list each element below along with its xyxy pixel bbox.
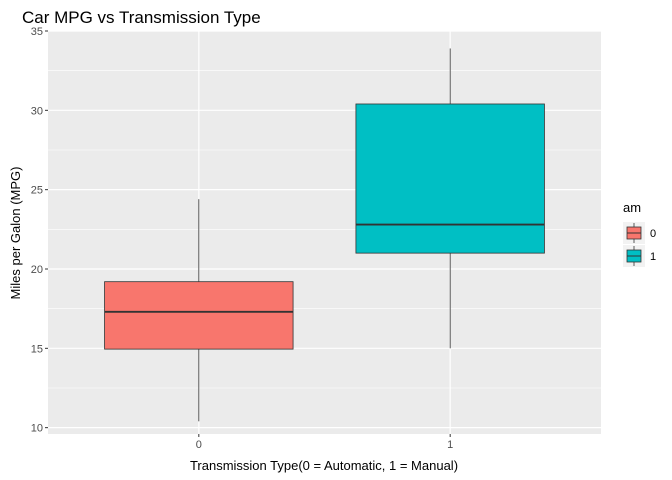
y-axis-title: Miles per Galon (MPG) (8, 167, 23, 300)
x-tick-label: 0 (196, 439, 202, 451)
legend-item-1: 1 (623, 245, 656, 267)
x-axis-title: Transmission Type(0 = Automatic, 1 = Man… (190, 458, 458, 473)
y-tick-label: 15 (31, 343, 43, 355)
y-tick-label: 30 (31, 105, 43, 117)
legend-title: am (623, 200, 641, 215)
box-1 (355, 48, 545, 349)
y-axis: 10 15 20 25 30 35 (31, 26, 48, 435)
box-0 (104, 199, 294, 422)
legend-item-0: 0 (623, 222, 656, 244)
y-tick-label: 25 (31, 185, 43, 197)
box-series (104, 48, 545, 422)
x-tick-label: 1 (447, 439, 453, 451)
box-iqr (104, 281, 294, 350)
chart-title: Car MPG vs Transmission Type (22, 8, 261, 27)
y-tick-label: 35 (31, 26, 43, 38)
legend-label: 0 (650, 228, 656, 240)
y-tick-label: 10 (31, 423, 43, 435)
legend: am 0 1 (623, 200, 656, 267)
y-tick-label: 20 (31, 264, 43, 276)
box-iqr (355, 103, 545, 254)
legend-label: 1 (650, 251, 656, 263)
